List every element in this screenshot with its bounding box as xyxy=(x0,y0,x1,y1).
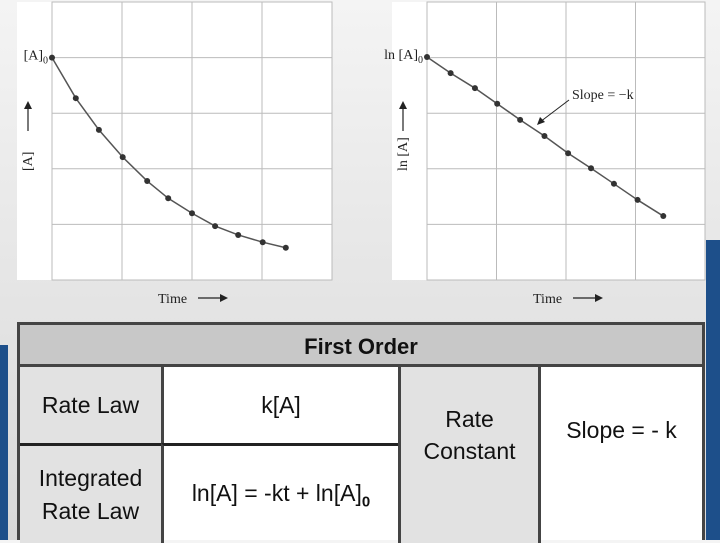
y-axis-label: ln [A] xyxy=(396,137,411,171)
y0-text: [A] xyxy=(24,49,43,64)
data-point xyxy=(282,244,289,251)
y-axis-label: [A] xyxy=(21,152,36,171)
data-point xyxy=(447,70,454,77)
data-point xyxy=(610,180,617,187)
data-point xyxy=(165,195,172,202)
annotation: Slope = −k xyxy=(572,88,634,103)
row-label: Rate Constant xyxy=(398,367,538,543)
x-axis-label: Time xyxy=(533,292,562,307)
formula: ln[A] = -kt + ln[A] xyxy=(191,479,362,506)
arrow-head xyxy=(537,117,545,125)
y0-sub: 0 xyxy=(418,55,423,66)
data-point xyxy=(494,100,501,107)
data-point xyxy=(212,223,219,230)
data-point xyxy=(49,54,55,61)
data-point xyxy=(471,85,478,92)
data-point xyxy=(588,165,595,172)
annotation-arrow xyxy=(539,99,570,123)
cell: k[A] xyxy=(161,367,398,443)
data-point xyxy=(95,126,102,133)
arrow-head xyxy=(24,101,32,109)
row-label: Integrated Rate Law xyxy=(20,443,161,543)
y0-sub: 0 xyxy=(43,56,48,67)
data-point xyxy=(189,210,195,217)
data-point xyxy=(660,213,667,220)
data-point xyxy=(235,231,242,238)
data-point xyxy=(144,178,151,185)
data-point xyxy=(541,132,548,139)
row-label: Rate Law xyxy=(20,367,161,443)
edge-bar xyxy=(706,240,720,540)
y0-label: ln [A]0 xyxy=(384,48,423,66)
data-point xyxy=(259,239,266,246)
y0-label: [A]0 xyxy=(24,49,48,67)
x-axis-label: Time xyxy=(158,292,187,307)
arrow-head xyxy=(220,294,228,302)
subscript: 0 xyxy=(361,493,371,511)
data-point xyxy=(424,54,430,61)
arrow-head xyxy=(399,101,407,109)
data-point xyxy=(634,196,641,203)
data-point xyxy=(72,95,79,102)
table-header: First Order xyxy=(20,325,702,367)
data-point xyxy=(517,116,524,123)
data-point xyxy=(565,150,572,157)
cell: Slope = - k xyxy=(538,367,702,543)
table: First Order Rate Law k[A] Integrated Rat… xyxy=(17,322,705,543)
y0-text: ln [A] xyxy=(384,48,418,63)
data-point xyxy=(119,154,126,161)
arrow-head xyxy=(595,294,603,302)
cell: ln[A] = -kt + ln[A]0 xyxy=(161,443,398,543)
edge-bar xyxy=(0,345,8,540)
